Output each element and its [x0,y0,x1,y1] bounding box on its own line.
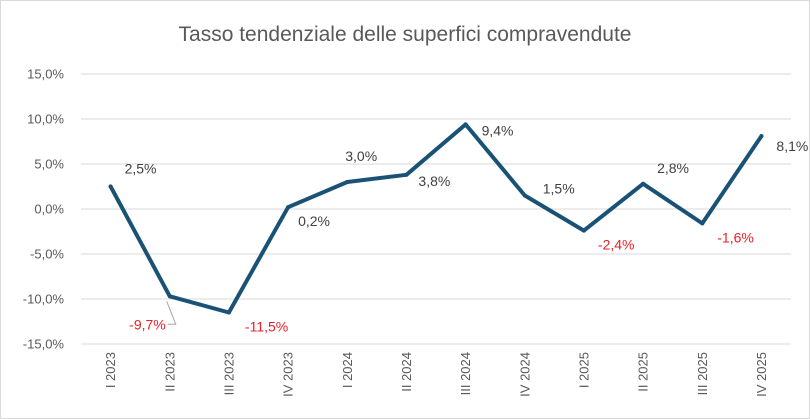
y-tick-label: -15,0% [23,337,65,352]
data-point [286,205,291,210]
x-tick-label: IV 2023 [281,352,296,397]
data-label: 2,5% [125,161,157,177]
data-point [167,294,172,299]
y-tick-label: 10,0% [27,112,64,127]
data-label: 2,8% [657,160,689,176]
data-label: 3,0% [345,148,377,164]
x-tick-label: II 2024 [399,352,414,392]
x-tick-label: III 2025 [695,352,710,395]
data-point [108,184,113,189]
series-line [108,122,764,315]
data-point [404,172,409,177]
data-point [463,122,468,127]
data-point [641,181,646,186]
y-tick-label: 0,0% [34,202,64,217]
x-tick-label: I 2023 [103,352,118,388]
data-point [759,134,764,139]
y-tick-label: 5,0% [34,157,64,172]
data-point [226,310,231,315]
data-point [522,193,527,198]
x-axis-ticks: I 2023 II 2023 III 2023 IV 2023 I 2024 II 202… [103,352,769,397]
y-tick-label: -5,0% [30,247,64,262]
chart-title: Tasso tendenziale delle superfici compra… [179,23,632,46]
data-label: 0,2% [298,213,330,229]
x-tick-label: I 2024 [340,352,355,388]
x-tick-label: III 2023 [221,352,236,395]
data-point [345,180,350,184]
y-tick-label: 15,0% [27,67,64,82]
data-label: 8,1% [776,138,808,154]
x-tick-label: II 2025 [636,352,651,392]
x-tick-label: IV 2024 [517,352,532,397]
label-leader-line [166,301,177,325]
series [108,122,764,315]
data-label: -1,6% [717,229,754,245]
x-tick-label: I 2025 [576,352,591,388]
x-tick-label: II 2023 [162,352,177,392]
data-labels: 2,5% -9,7% -11,5% 0,2% 3,0% 3,8% 9,4% 1,5% -2,4%… [125,122,809,334]
data-label: 3,8% [418,173,450,189]
data-label: -11,5% [245,319,288,335]
y-axis-ticks: 15,0% 10,0% 5,0% 0,0% -5,0% -10,0% -15,0% [23,67,65,352]
data-label: -2,4% [598,237,635,253]
data-point [581,228,586,233]
data-label: 9,4% [482,122,514,138]
gridlines [81,73,791,345]
data-label: -9,7% [129,316,166,332]
data-point [700,221,705,226]
x-tick-label: IV 2025 [754,352,769,397]
y-tick-label: -10,0% [23,292,65,307]
x-tick-label: III 2024 [458,352,473,395]
data-label: 1,5% [543,181,575,197]
